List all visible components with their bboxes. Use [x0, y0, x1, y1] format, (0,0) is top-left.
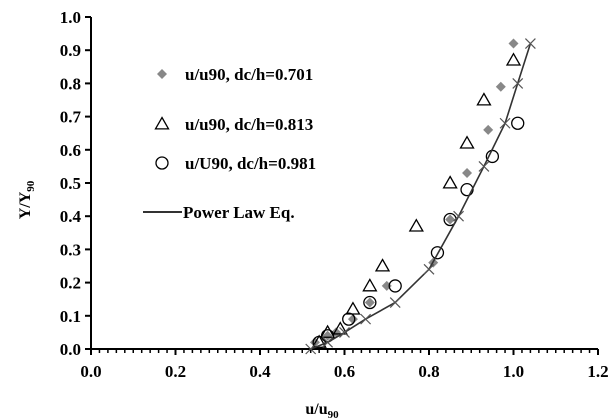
axes: 0.0 0.1 0.2 0.3 0.4 0.5 0.6 0.7 0.8 0.9 1.0 0.0 0.2 0…: [60, 8, 609, 381]
x-mark-stroke: [478, 160, 490, 172]
series-4: [305, 38, 536, 355]
data-point: [459, 135, 475, 149]
data-point: [445, 214, 456, 225]
y-tick-label: 0.0: [60, 340, 81, 359]
y-tick-label: 0.4: [60, 207, 82, 226]
legend-marker: [157, 69, 167, 79]
y-tick-label: 0.6: [60, 141, 81, 160]
x-axis-title: u/u90: [305, 401, 339, 418]
data-point: [388, 279, 402, 293]
data-point: [322, 336, 334, 348]
data-point: [364, 297, 375, 308]
data-point: [460, 182, 474, 197]
y-tick-label: 0.5: [60, 174, 81, 193]
data-point: [495, 81, 506, 92]
legend-label: u/U90, dc/h=0.981: [185, 154, 316, 173]
series-2: [311, 52, 522, 348]
x-mark-stroke: [305, 343, 317, 355]
data-point: [512, 77, 524, 89]
legend-item: u/u90, dc/h=0.813: [154, 115, 313, 134]
x-tick-label: 0.4: [249, 362, 271, 381]
data-point: [319, 324, 336, 338]
data-point: [476, 92, 492, 106]
x-mark-stroke: [453, 210, 464, 222]
x-mark-stroke: [360, 313, 372, 325]
data-point: [389, 297, 401, 308]
data-point: [362, 278, 378, 292]
legend-label: u/u90, dc/h=0.813: [185, 115, 313, 134]
data-point: [478, 160, 490, 172]
data-point: [374, 258, 391, 272]
legend-item: u/U90, dc/h=0.981: [155, 154, 316, 173]
x-mark-stroke: [322, 336, 334, 348]
data-point: [363, 295, 377, 310]
x-mark-stroke: [339, 326, 350, 338]
data-point: [408, 218, 424, 232]
data-point: [462, 168, 473, 179]
y-tick-label: 0.1: [60, 307, 81, 326]
x-tick-label: 0.0: [80, 362, 101, 381]
x-tick-label: 0.2: [165, 362, 186, 381]
data-point: [524, 38, 536, 49]
x-mark-stroke: [423, 263, 435, 275]
data-point: [505, 52, 522, 66]
data-point: [311, 334, 327, 348]
legend-item: Power Law Eq.: [143, 203, 295, 222]
y-axis-title: Y/Y90: [17, 180, 37, 219]
data-layer: [305, 38, 536, 355]
y-tick-label: 0.9: [60, 41, 81, 60]
x-tick-label: 1.2: [587, 362, 608, 381]
x-mark-stroke: [512, 77, 524, 89]
legend-marker: [155, 156, 169, 170]
data-point: [511, 116, 525, 130]
data-point: [305, 343, 317, 355]
y-tick-label: 1.0: [60, 8, 81, 27]
data-point: [332, 321, 348, 335]
y-tick-label: 0.3: [60, 240, 81, 259]
data-point: [423, 263, 435, 275]
y-tick-label: 0.2: [60, 274, 81, 293]
data-point: [342, 312, 356, 326]
data-point: [483, 124, 494, 135]
data-point: [322, 330, 333, 341]
x-mark-stroke: [524, 38, 536, 49]
series-3: [312, 116, 525, 350]
data-point: [360, 313, 372, 325]
legend-label: Power Law Eq.: [183, 203, 295, 222]
data-point: [345, 301, 361, 315]
series-1: [309, 38, 519, 348]
legend-label: u/u90, dc/h=0.701: [185, 65, 313, 84]
data-point: [347, 314, 358, 325]
legend-item: u/u90, dc/h=0.701: [157, 65, 313, 84]
x-tick-label: 0.8: [418, 362, 439, 381]
x-mark-stroke: [499, 117, 511, 129]
data-point: [312, 335, 326, 350]
y-tick-label: 0.8: [60, 74, 81, 93]
legend-marker: [154, 116, 170, 130]
power-law-line: [310, 43, 532, 350]
data-point: [453, 210, 464, 222]
x-mark-stroke: [389, 297, 401, 308]
legend: u/u90, dc/h=0.701 u/u90, dc/h=0.813 u/U90,…: [143, 65, 316, 222]
data-point: [508, 38, 519, 49]
x-tick-label: 0.6: [334, 362, 355, 381]
y-tick-label: 0.7: [60, 108, 82, 127]
data-point: [339, 326, 350, 338]
data-point: [499, 117, 511, 129]
data-point: [430, 246, 445, 260]
data-point: [442, 175, 458, 189]
x-tick-label: 1.0: [503, 362, 524, 381]
